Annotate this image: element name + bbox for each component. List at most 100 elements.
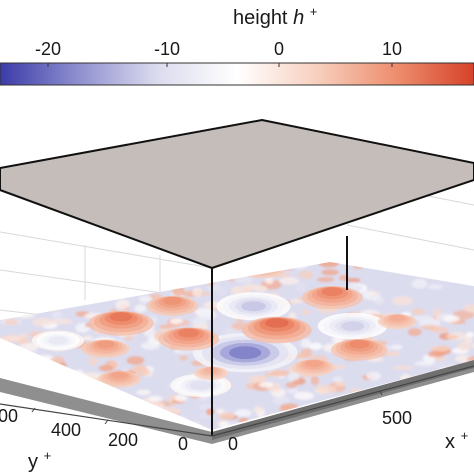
roughness-peak: [97, 370, 141, 388]
surface-texture: [63, 264, 82, 270]
surface-texture: [4, 319, 19, 325]
surface-texture: [334, 381, 347, 387]
surface-texture: [300, 338, 312, 348]
surface-texture: [397, 262, 419, 271]
y-axis-tick-label: 200: [108, 430, 138, 450]
surface-texture: [31, 287, 49, 295]
surface-texture: [76, 234, 90, 240]
y-axis-tick-label: 400: [51, 420, 81, 440]
surface-texture: [1, 272, 17, 281]
surface-texture: [311, 248, 321, 253]
surface-texture: [146, 401, 165, 411]
colorbar-tick-label: 10: [382, 39, 402, 59]
surface-texture: [296, 282, 306, 293]
surface-texture: [50, 365, 62, 371]
x-axis-tick: [379, 390, 383, 396]
surface-texture: [137, 280, 149, 285]
surface-texture: [293, 391, 315, 400]
roughness-peak: [242, 316, 312, 344]
surface-texture: [446, 335, 459, 340]
surface-texture: [217, 286, 228, 296]
surface-texture: [149, 269, 169, 274]
surface-texture: [134, 304, 147, 313]
surface-texture: [318, 262, 340, 268]
surface-texture: [21, 262, 38, 272]
surface-texture: [233, 274, 255, 284]
surface-texture: [301, 309, 311, 316]
colorbar-gradient: [0, 63, 474, 85]
surface-texture: [81, 262, 95, 271]
surface-texture: [27, 356, 45, 366]
surface-texture: [359, 239, 371, 244]
surface-texture: [162, 406, 181, 416]
surface-texture: [431, 363, 445, 369]
surface-texture: [107, 276, 125, 286]
surface-texture: [19, 304, 42, 312]
surface-texture: [348, 242, 359, 247]
surface-texture: [136, 389, 151, 396]
roughness-trough: [216, 292, 291, 321]
surface-texture: [206, 408, 215, 416]
surface-texture: [91, 262, 110, 272]
colorbar-title-text: height: [233, 7, 293, 29]
surface-texture: [182, 275, 195, 284]
surface-texture: [414, 361, 435, 366]
surface-texture: [430, 345, 451, 352]
surface-texture: [179, 355, 188, 361]
surface-texture: [138, 295, 153, 303]
surface-texture: [23, 350, 38, 356]
roughness-peak: [377, 314, 417, 330]
roughness-trough: [170, 373, 232, 397]
surface-texture: [176, 271, 189, 280]
surface-texture: [392, 365, 414, 370]
surface-texture: [427, 284, 443, 290]
surface-texture: [244, 283, 259, 290]
surface-texture: [365, 291, 376, 296]
surface-texture: [58, 362, 67, 372]
surface-texture: [301, 348, 313, 357]
surface-texture: [67, 295, 78, 304]
surface-texture: [148, 395, 163, 402]
surface-texture: [301, 255, 311, 261]
surface-texture: [15, 266, 25, 272]
surface-texture: [15, 267, 28, 277]
x-axis-label: x +: [445, 428, 468, 453]
surface-texture: [116, 270, 130, 277]
surface-texture: [259, 381, 273, 388]
surface-texture: [93, 237, 114, 243]
surface-texture: [430, 326, 449, 333]
surface-texture: [133, 262, 155, 265]
surface-texture: [264, 371, 278, 377]
colorbar-title-symbol: h: [293, 7, 304, 29]
roughness-peak: [331, 339, 388, 361]
surface-texture: [24, 359, 43, 367]
surface-texture: [412, 278, 427, 289]
y-axis-tick-label-clipped: 00: [0, 406, 18, 426]
surface-texture: [457, 341, 472, 351]
y-axis-tick: [31, 407, 36, 413]
surface-texture: [239, 263, 261, 274]
surface-texture: [218, 421, 230, 429]
roughness-peak: [81, 339, 130, 358]
y-axis-label-superscript: +: [44, 448, 52, 463]
surface-texture: [407, 328, 422, 337]
surface-texture: [115, 299, 130, 310]
surface-texture: [191, 317, 207, 326]
surface-texture: [391, 344, 403, 350]
roughness-peak: [301, 286, 363, 310]
surface-texture: [145, 269, 160, 277]
surface-texture: [413, 315, 434, 321]
surface-texture: [465, 331, 474, 338]
surface-texture: [32, 318, 54, 327]
surface-texture: [192, 287, 203, 297]
surface-texture: [126, 356, 145, 365]
roughness-peak: [237, 262, 286, 279]
x-axis-tick-label: 500: [382, 408, 412, 428]
x-axis-tick-label: 0: [228, 434, 238, 454]
surface-texture: [172, 286, 185, 296]
surface-texture: [463, 304, 474, 313]
surface-texture: [93, 272, 107, 281]
x-axis-label-superscript: +: [461, 428, 469, 443]
surface-texture: [347, 278, 361, 283]
